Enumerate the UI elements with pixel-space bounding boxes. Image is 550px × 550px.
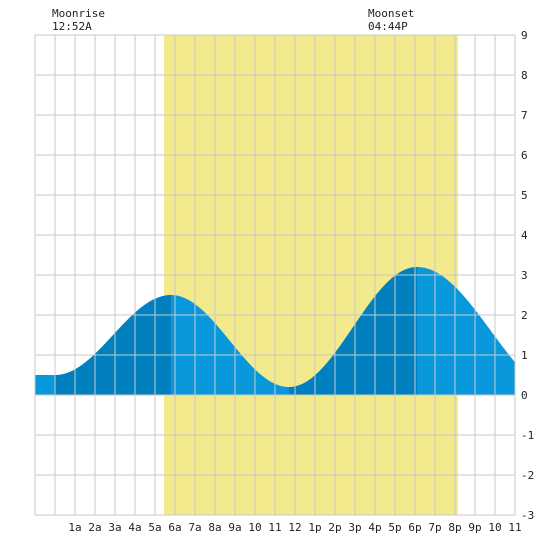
tide-area — [35, 267, 515, 395]
x-tick-label: 2p — [328, 521, 341, 534]
y-tick-label: 1 — [521, 349, 528, 362]
x-tick-label: 10 — [248, 521, 261, 534]
x-tick-label: 4a — [128, 521, 141, 534]
x-tick-label: 8p — [448, 521, 461, 534]
x-tick-label: 9p — [468, 521, 481, 534]
y-tick-label: 8 — [521, 69, 528, 82]
tide-falling-segment — [171, 295, 289, 395]
x-tick-label: 4p — [368, 521, 381, 534]
tide-rising-segment — [289, 267, 417, 395]
x-tick-label: 10 — [488, 521, 501, 534]
x-tick-label: 7a — [188, 521, 201, 534]
y-tick-label: 3 — [521, 269, 528, 282]
x-tick-label: 6p — [408, 521, 421, 534]
x-tick-label: 8a — [208, 521, 221, 534]
moonrise-title: Moonrise — [52, 7, 105, 20]
x-tick-label: 12 — [288, 521, 301, 534]
x-tick-label: 7p — [428, 521, 441, 534]
y-tick-label: -2 — [521, 469, 534, 482]
y-tick-label: -1 — [521, 429, 534, 442]
x-axis-tick-labels: 1a 2a 3a 4a 5a 6a 7a 8a 9a 10 11 12 1p 2p 3p 4p 5p 6p 7p 8p… — [68, 521, 521, 534]
x-tick-label: 3a — [108, 521, 121, 534]
y-tick-label: 0 — [521, 389, 528, 402]
y-tick-label: 6 — [521, 149, 528, 162]
tide-rising-segment — [55, 295, 171, 395]
x-tick-label: 1p — [308, 521, 321, 534]
moonrise-time: 12:52A — [52, 20, 92, 33]
x-tick-label: 1a — [68, 521, 81, 534]
x-tick-label: 2a — [88, 521, 101, 534]
x-tick-label: 5a — [148, 521, 161, 534]
moonset-title: Moonset — [368, 7, 415, 20]
x-tick-label: 5p — [388, 521, 401, 534]
x-tick-label: 9a — [228, 521, 241, 534]
y-tick-label: 7 — [521, 109, 528, 122]
y-tick-label: 2 — [521, 309, 528, 322]
x-tick-label: 11 — [508, 521, 521, 534]
y-axis-tick-labels: -3 -2 -1 0 1 2 3 4 5 6 7 8 9 — [521, 29, 534, 522]
moonrise-label: Moonrise 12:52A — [52, 7, 105, 33]
grid-lines — [34, 34, 516, 516]
x-tick-label: 3p — [348, 521, 361, 534]
y-tick-label: 9 — [521, 29, 528, 42]
tide-falling-segment — [417, 267, 515, 395]
y-tick-label: -3 — [521, 509, 534, 522]
y-tick-label: 4 — [521, 229, 528, 242]
tide-falling-segment — [35, 375, 55, 395]
y-tick-label: 5 — [521, 189, 528, 202]
moonset-time: 04:44P — [368, 20, 408, 33]
x-tick-label: 6a — [168, 521, 181, 534]
moonset-label: Moonset 04:44P — [368, 7, 414, 33]
x-tick-label: 11 — [268, 521, 281, 534]
